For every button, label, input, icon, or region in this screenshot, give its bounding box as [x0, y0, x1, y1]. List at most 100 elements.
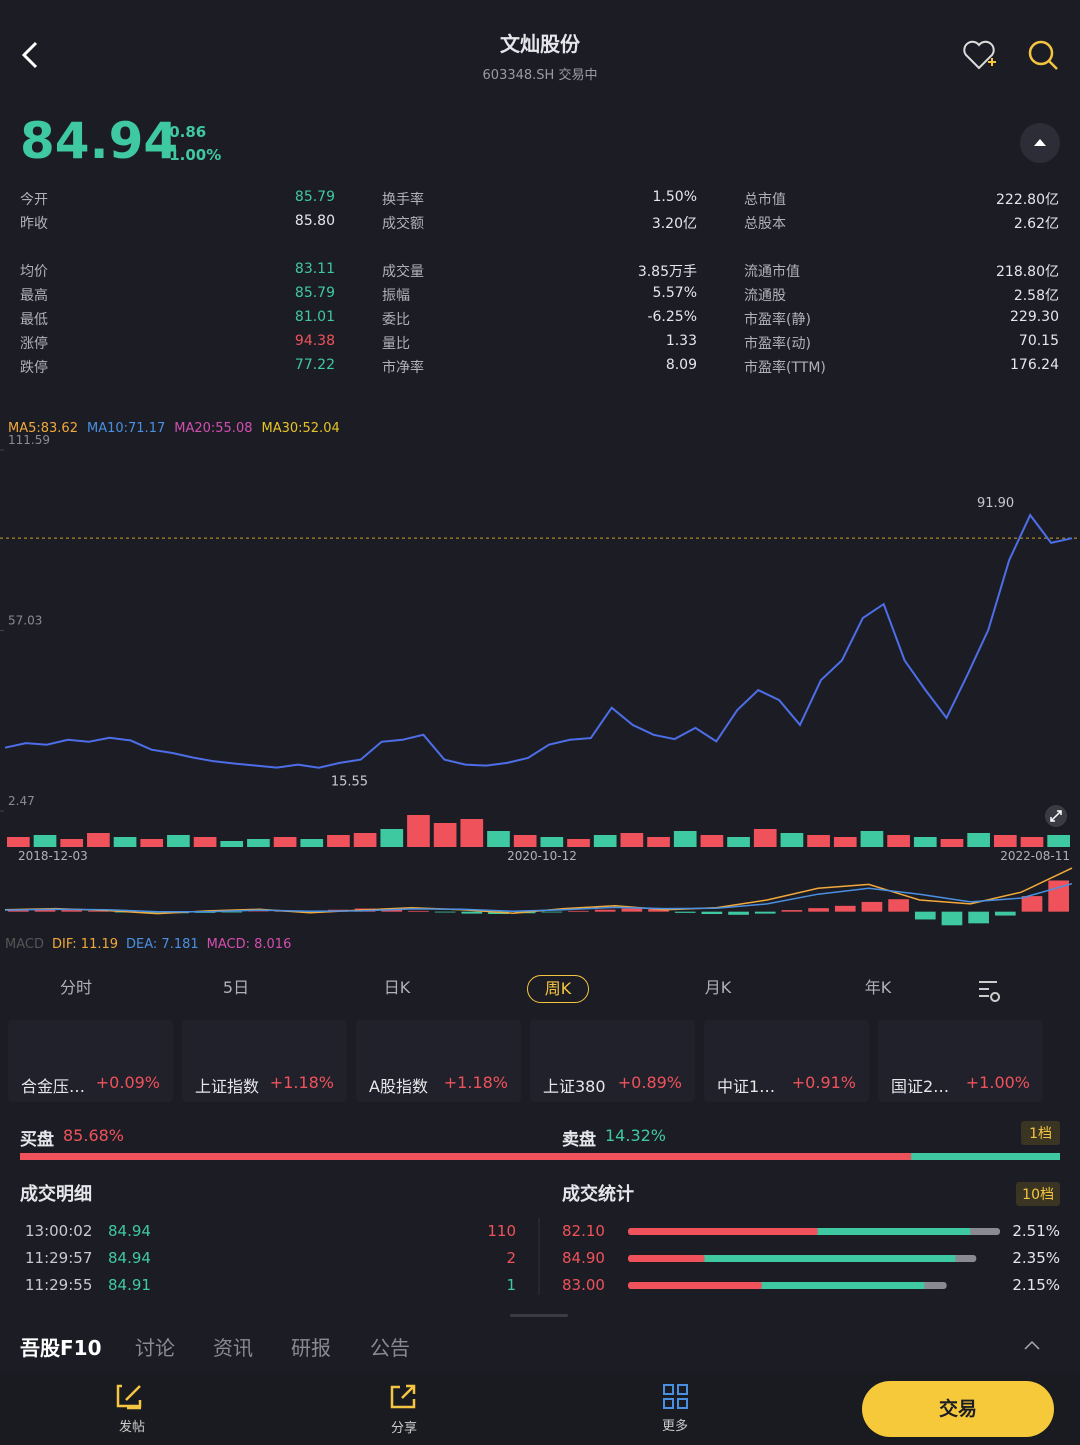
macd-bar [34, 909, 56, 912]
trade-volume: 110 [487, 1222, 516, 1240]
title: 文灿股份 [500, 32, 580, 56]
volume-bar [807, 835, 830, 847]
index-card[interactable] [530, 1020, 695, 1102]
volume-bar [193, 837, 217, 847]
volume-bar [273, 837, 297, 847]
stat-label: 总市值 [744, 192, 786, 208]
index-card[interactable] [8, 1020, 173, 1102]
stat-price: 83.00 [562, 1276, 605, 1294]
stat-label: 市净率 [382, 360, 424, 376]
macd-bar [221, 911, 243, 913]
volume-bar [1047, 835, 1070, 847]
volume-bar [673, 831, 697, 847]
period-tab[interactable]: 月K [704, 978, 732, 997]
stat-label: 成交量 [382, 264, 424, 280]
volume-bar [167, 835, 190, 847]
volume-bar [887, 835, 910, 847]
tab[interactable]: 资讯 [213, 1336, 253, 1360]
stat-label: 市盈率(静) [744, 312, 811, 328]
bar-sell [761, 1282, 925, 1289]
stat-value: 222.80亿 [996, 192, 1059, 208]
favorite-button[interactable] [962, 38, 998, 72]
volume-bar [140, 839, 164, 847]
volume-bar [993, 835, 1017, 847]
period-tab[interactable]: 周K [527, 975, 589, 1003]
volume-bar [540, 837, 564, 847]
nav-label[interactable]: 分享 [390, 1421, 417, 1436]
level-badge[interactable]: 1档 [1021, 1121, 1060, 1145]
nav-label[interactable]: 发帖 [118, 1420, 145, 1435]
nav-label[interactable]: 更多 [661, 1419, 688, 1434]
bar-buy [628, 1228, 818, 1235]
macd-bar [888, 899, 909, 912]
search-button[interactable] [1026, 38, 1060, 72]
volume-bar [967, 833, 990, 847]
stat-label: 最高 [20, 288, 48, 304]
stat-value: 81.01 [294, 309, 335, 325]
volume-bar [60, 839, 84, 847]
trade-volume: 1 [506, 1276, 516, 1294]
sell-value: 14.32% [605, 1126, 667, 1145]
period-tab[interactable]: 5日 [222, 978, 250, 997]
volume-bar [87, 833, 110, 847]
volume-bar [780, 833, 804, 847]
macd-bar [381, 909, 403, 912]
period-tab[interactable]: 年K [864, 978, 892, 997]
back-button[interactable] [18, 40, 42, 70]
volume-bar [487, 831, 510, 847]
index-name: 合金压… [21, 1077, 86, 1096]
tab[interactable]: 研报 [291, 1336, 331, 1360]
stat-label: 流通市值 [744, 264, 800, 280]
trade-button[interactable]: 交易 [862, 1381, 1054, 1437]
section-title: 成交明细 [20, 1184, 92, 1205]
post-icon [116, 1384, 142, 1410]
dif-line [4, 867, 1073, 915]
period-tab[interactable]: 分时 [59, 978, 92, 997]
y-tick-label: 57.03 [8, 614, 42, 628]
volume-bar [353, 833, 377, 847]
macd-legend: DIF: 11.19 [52, 937, 118, 952]
macd-bar [808, 908, 829, 912]
stat-price: 82.10 [562, 1222, 605, 1240]
tab[interactable]: 吾股F10 [20, 1336, 102, 1360]
stat-label: 换手率 [382, 192, 424, 208]
index-card[interactable] [182, 1020, 347, 1102]
index-card[interactable] [356, 1020, 521, 1102]
index-name: 上证指数 [195, 1077, 260, 1096]
x-tick-label: 2020-10-12 [507, 849, 577, 863]
stat-percent: 2.15% [1012, 1276, 1060, 1294]
stat-value: 70.15 [1018, 333, 1059, 349]
volume-bar [593, 835, 617, 847]
trade-volume: 2 [506, 1249, 516, 1267]
stat-label: 今开 [20, 192, 48, 208]
fullscreen-button[interactable] [1045, 805, 1067, 827]
volume-bar [220, 841, 244, 847]
change-percent: -1.00% [163, 146, 222, 164]
stat-label: 跌停 [20, 360, 48, 376]
dea-line [4, 882, 1073, 913]
y-tick-label: 111.59 [8, 433, 50, 447]
index-name: 上证380 [543, 1077, 606, 1096]
bar-sell [704, 1255, 956, 1262]
level-badge[interactable]: 10档 [1016, 1182, 1060, 1206]
collapse-button[interactable] [1020, 123, 1060, 163]
share-icon [390, 1384, 416, 1409]
volume-bar [300, 839, 324, 847]
stat-value: 176.24 [1010, 357, 1059, 373]
more-icon [663, 1384, 688, 1409]
stat-percent: 2.51% [1012, 1222, 1060, 1240]
tab[interactable]: 讨论 [135, 1336, 175, 1360]
index-card[interactable] [704, 1020, 869, 1102]
stat-label: 市盈率(动) [744, 336, 811, 352]
volume-bar [7, 837, 30, 847]
macd-bar [61, 910, 83, 912]
tab[interactable]: 公告 [370, 1336, 410, 1360]
period-tab[interactable]: 日K [383, 978, 411, 997]
trade-time: 13:00:02 [25, 1222, 93, 1240]
trade-price: 84.91 [108, 1276, 151, 1294]
macd-bar [968, 911, 989, 924]
index-card[interactable] [878, 1020, 1043, 1102]
macd-bar [648, 909, 669, 912]
stat-label: 昨收 [20, 216, 48, 232]
